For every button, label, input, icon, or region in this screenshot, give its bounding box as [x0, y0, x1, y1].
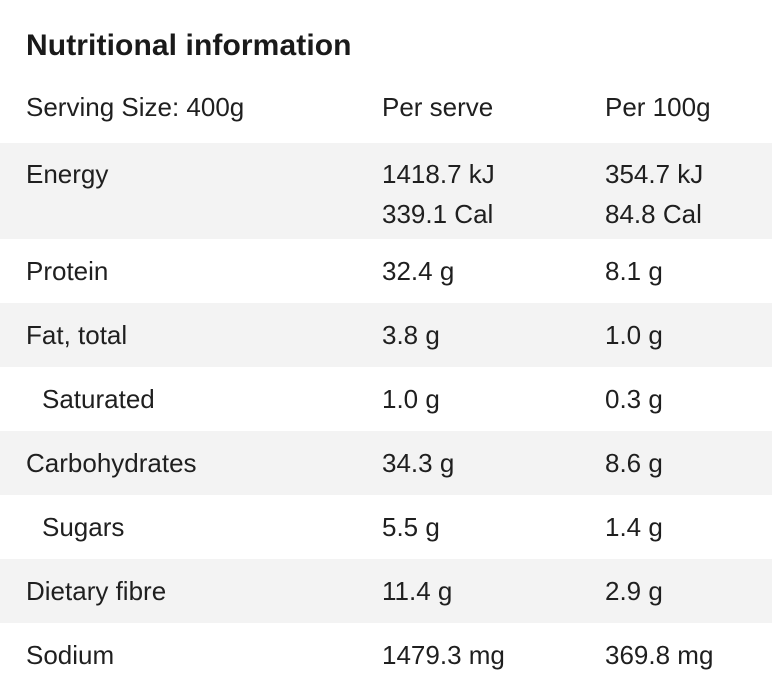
per-serve-header: Per serve — [382, 92, 494, 122]
per-serve-value: 11.4 g — [382, 576, 453, 606]
per-100g-value: 1.4 g — [605, 512, 663, 542]
per-serve-value: 1479.3 mg — [382, 640, 505, 670]
per-100g-value: 1.0 g — [605, 320, 663, 350]
nutrient-label: Protein — [26, 256, 109, 286]
per-serve-value: 3.8 g — [382, 320, 440, 350]
table-row-sodium: Sodium 1479.3 mg 369.8 mg — [0, 623, 772, 680]
table-row-energy: Energy 1418.7 kJ 339.1 Cal 354.7 kJ 84.8… — [0, 143, 772, 239]
per-serve-value: 32.4 g — [382, 256, 455, 286]
energy-cal-value: 339.1 Cal — [382, 199, 494, 229]
per-100g-value: 354.7 kJ 84.8 Cal — [579, 154, 772, 234]
nutrient-label: Sodium — [26, 640, 115, 670]
table-header: Serving Size: 400g Per serve Per 100g — [0, 76, 772, 143]
table-row-dietary-fibre: Dietary fibre 11.4 g 2.9 g — [0, 559, 772, 623]
serving-size-label: Serving Size: 400g — [26, 92, 245, 122]
panel-title: Nutritional information — [26, 29, 352, 62]
energy-kj-value: 1418.7 kJ — [382, 159, 495, 189]
per-serve-value: 34.3 g — [382, 448, 455, 478]
table-row-carbohydrates: Carbohydrates 34.3 g 8.6 g — [0, 431, 772, 495]
per-serve-value: 5.5 g — [382, 512, 440, 542]
nutrient-label: Energy — [26, 159, 109, 189]
energy-kj-value: 354.7 kJ — [605, 159, 704, 189]
per-100g-value: 0.3 g — [605, 384, 663, 414]
energy-cal-value: 84.8 Cal — [605, 199, 702, 229]
per-serve-value: 1418.7 kJ 339.1 Cal — [356, 154, 579, 234]
per-100g-value: 8.1 g — [605, 256, 663, 286]
nutrient-label: Dietary fibre — [26, 576, 167, 606]
per-serve-value: 1.0 g — [382, 384, 440, 414]
table-row-sugars: Sugars 5.5 g 1.4 g — [0, 495, 772, 559]
nutrient-label: Sugars — [42, 512, 125, 542]
table-row-protein: Protein 32.4 g 8.1 g — [0, 239, 772, 303]
per-100g-header: Per 100g — [605, 92, 711, 122]
per-100g-value: 8.6 g — [605, 448, 663, 478]
nutrient-label: Saturated — [42, 384, 155, 414]
per-100g-value: 369.8 mg — [605, 640, 714, 670]
table-row-saturated: Saturated 1.0 g 0.3 g — [0, 367, 772, 431]
nutrient-label: Carbohydrates — [26, 448, 197, 478]
nutrient-label: Fat, total — [26, 320, 128, 350]
table-row-fat-total: Fat, total 3.8 g 1.0 g — [0, 303, 772, 367]
per-100g-value: 2.9 g — [605, 576, 663, 606]
nutrition-table: Serving Size: 400g Per serve Per 100g En… — [0, 76, 772, 680]
